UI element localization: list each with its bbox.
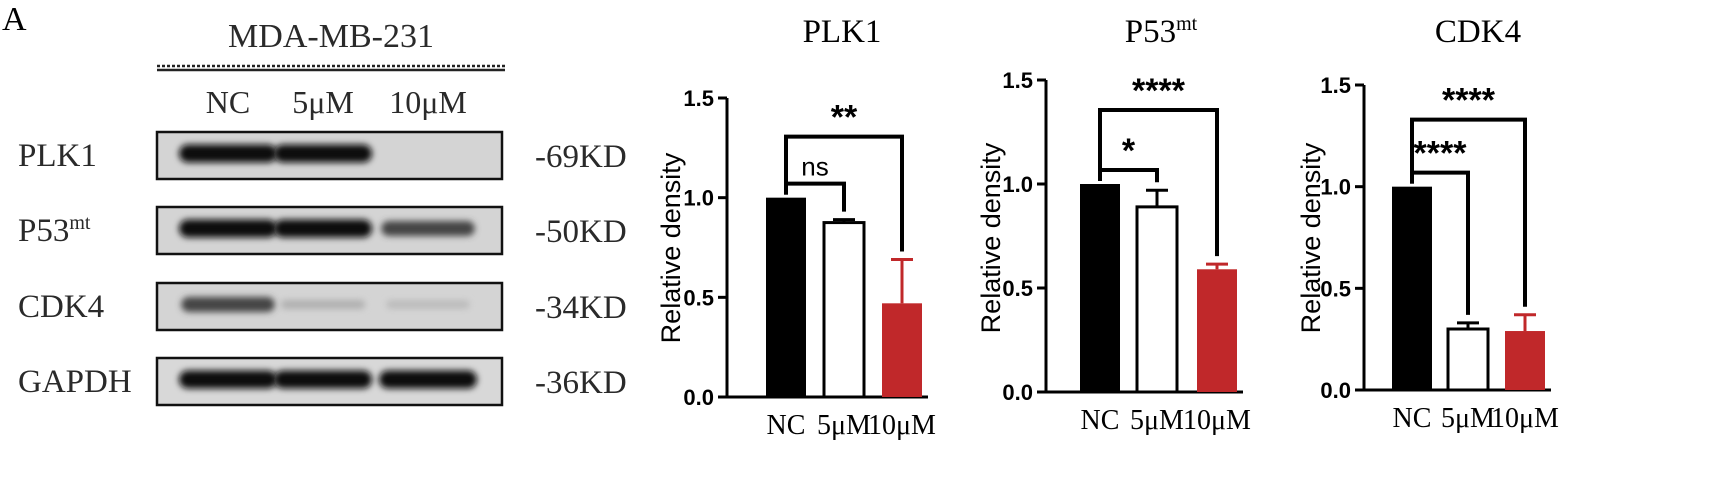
chart-title: CDK4 <box>1435 14 1521 50</box>
significance-bracket <box>1098 108 1219 257</box>
bar <box>1392 186 1432 390</box>
x-tick-label: 10μM <box>868 410 936 441</box>
y-tick-label: 1.0 <box>1320 175 1351 200</box>
bar <box>882 303 922 397</box>
molecular-weight-label: -34KD <box>535 290 627 326</box>
blot-row: CDK4 -34KD <box>18 281 627 332</box>
x-tick-label: 10μM <box>1491 403 1559 434</box>
bar <box>1505 331 1545 390</box>
lane-label: 5μM <box>292 84 354 120</box>
significance-label: ns <box>801 152 828 182</box>
chart-title: PLK1 <box>803 14 882 50</box>
y-axis-label: Relative density <box>1296 142 1326 333</box>
significance-label: ** <box>831 99 858 137</box>
bar <box>1135 205 1179 394</box>
chart-title-text: P53 <box>1125 14 1176 50</box>
blot-band <box>181 297 275 312</box>
x-tick-label: NC <box>767 410 806 441</box>
chart-title: P53mt <box>1125 13 1198 50</box>
panel-label: A <box>2 1 27 38</box>
y-tick-label: 1.0 <box>683 186 714 211</box>
protein-name: P53 <box>18 213 69 249</box>
blot-band <box>379 370 477 389</box>
x-tick-label: 5μM <box>1130 405 1184 436</box>
x-tick-label: NC <box>1393 403 1432 434</box>
y-tick-label: 1.5 <box>1320 73 1351 98</box>
y-tick-label: 1.0 <box>1002 172 1033 197</box>
y-tick-label: 0.0 <box>1320 378 1351 403</box>
y-tick-label: 1.5 <box>683 86 714 111</box>
y-tick-label: 1.5 <box>1002 68 1033 93</box>
bar-chart-cdk4: CDK4 Relative density 0.0 0.5 1.0 1.5 NC 5μM10μ… <box>1296 14 1559 434</box>
blot-band <box>274 144 372 163</box>
blot-row: PLK1 -69KD <box>18 130 627 181</box>
bar-chart-p53: P53mt Relative density 0.0 0.5 1.0 1.5 NC 5μM 10… <box>976 13 1251 436</box>
x-tick-label: NC <box>1081 405 1120 436</box>
x-tick-label: 10μM <box>1183 405 1251 436</box>
protein-name: CDK4 <box>18 289 104 325</box>
blot-row: P53mt -50KD <box>18 205 627 256</box>
protein-label: P53mt <box>18 212 91 249</box>
protein-name: GAPDH <box>18 364 132 400</box>
significance-bracket <box>1098 168 1159 183</box>
x-tick-label: 5μM <box>1441 403 1495 434</box>
protein-label: CDK4 <box>18 289 104 325</box>
blot-band <box>179 219 277 238</box>
blot-band <box>179 144 277 163</box>
molecular-weight-label: -69KD <box>535 139 627 175</box>
significance-bracket <box>1410 117 1527 307</box>
protein-label: PLK1 <box>18 138 97 174</box>
y-axis-label: Relative density <box>976 142 1006 333</box>
chart-title-text: PLK1 <box>803 14 882 50</box>
blot-band <box>179 370 277 389</box>
protein-name: PLK1 <box>18 138 97 174</box>
y-tick-label: 0.0 <box>683 385 714 410</box>
bar <box>1080 184 1120 392</box>
blot-band <box>381 221 475 236</box>
y-tick-label: 0.5 <box>1320 276 1351 301</box>
bar <box>822 221 866 399</box>
x-tick-label: 5μM <box>817 410 871 441</box>
blot-band <box>386 300 470 309</box>
chart-title-superscript: mt <box>1176 13 1198 35</box>
lane-label: 10μM <box>389 84 467 120</box>
blot-band <box>274 370 372 389</box>
chart-title-text: CDK4 <box>1435 14 1521 50</box>
significance-label: * <box>1122 132 1136 170</box>
bar <box>766 197 806 397</box>
blot-band <box>274 219 372 238</box>
significance-label: **** <box>1132 72 1186 110</box>
bar-chart-plk1: PLK1 Relative density 0.0 0.5 1.0 1.5 NC 5μM10μ… <box>656 14 936 441</box>
cell-line-label: MDA-MB-231 <box>228 18 434 55</box>
significance-label: **** <box>1414 135 1468 173</box>
y-tick-label: 0.0 <box>1002 380 1033 405</box>
y-tick-label: 0.5 <box>1002 276 1033 301</box>
molecular-weight-label: -50KD <box>535 214 627 250</box>
protein-superscript: mt <box>69 212 91 234</box>
blot-row: GAPDH -36KD <box>18 356 627 407</box>
significance-label: **** <box>1442 82 1496 120</box>
western-blot: MDA-MB-231 NC 5μM 10μM PLK1 -69KD P53mt -50KD… <box>18 18 627 407</box>
protein-label: GAPDH <box>18 364 132 400</box>
bar <box>1446 327 1490 392</box>
blot-band <box>280 300 366 309</box>
molecular-weight-label: -36KD <box>535 365 627 401</box>
y-tick-label: 0.5 <box>683 285 714 310</box>
bar <box>1197 269 1237 392</box>
y-axis-label: Relative density <box>656 152 686 343</box>
lane-label: NC <box>206 84 250 120</box>
significance-bracket <box>784 134 904 252</box>
